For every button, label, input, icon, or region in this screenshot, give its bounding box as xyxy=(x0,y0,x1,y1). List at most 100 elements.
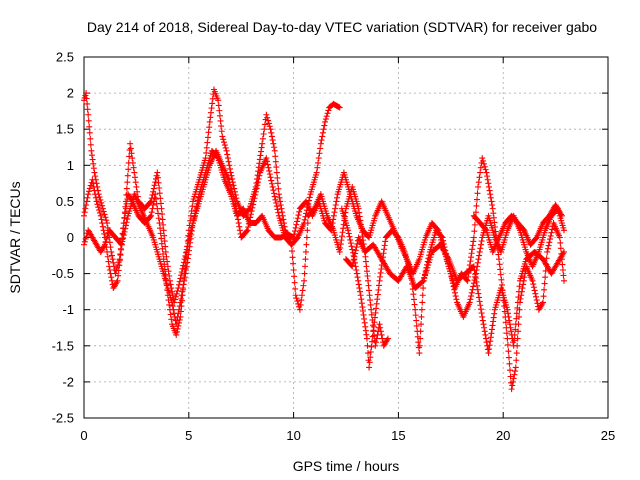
data-point xyxy=(256,156,263,163)
data-point xyxy=(415,339,422,346)
x-axis-title: GPS time / hours xyxy=(293,458,400,474)
data-point xyxy=(250,198,257,205)
series-track-f xyxy=(470,202,565,255)
data-point xyxy=(83,202,90,209)
data-point xyxy=(87,141,94,148)
data-point xyxy=(511,371,518,378)
data-point xyxy=(513,357,520,364)
data-point xyxy=(470,280,477,287)
data-point xyxy=(294,215,301,222)
data-point xyxy=(179,285,186,292)
data-point xyxy=(541,286,548,293)
data-point xyxy=(189,203,196,210)
data-point xyxy=(265,117,272,124)
axis-ticks: 0 5 10 15 20 25 -2.5 -2 -1.5 -1 -0.5 0 0.5 1 1.5 2 2.5 xyxy=(52,50,616,444)
data-point xyxy=(371,314,378,321)
data-point xyxy=(506,321,513,328)
data-point xyxy=(83,90,90,97)
data-point xyxy=(85,117,92,124)
data-point xyxy=(425,259,432,266)
data-point xyxy=(90,165,97,172)
data-point xyxy=(264,114,271,121)
data-point xyxy=(206,124,213,131)
data-point xyxy=(469,242,476,249)
data-point xyxy=(174,287,181,294)
data-point xyxy=(384,337,391,344)
y-tick-label: 1 xyxy=(67,158,74,173)
data-point xyxy=(108,274,115,281)
data-point xyxy=(479,317,486,324)
data-point xyxy=(89,176,96,183)
data-point xyxy=(542,274,549,281)
data-point xyxy=(170,306,177,313)
data-point xyxy=(319,129,326,136)
data-point xyxy=(252,188,259,195)
data-point xyxy=(90,180,97,187)
data-point xyxy=(478,238,485,245)
data-point xyxy=(271,144,278,151)
data-point xyxy=(377,269,384,276)
data-point xyxy=(163,253,170,260)
data-point xyxy=(267,126,274,133)
data-point xyxy=(510,342,517,349)
data-point xyxy=(354,240,361,247)
data-point xyxy=(505,310,512,317)
data-point xyxy=(474,259,481,266)
data-point xyxy=(173,317,180,324)
data-point xyxy=(164,258,171,265)
data-point xyxy=(496,256,503,263)
data-point xyxy=(315,155,322,162)
data-point xyxy=(514,304,521,311)
data-point xyxy=(106,266,113,273)
data-point xyxy=(259,140,266,147)
data-point xyxy=(216,107,223,114)
data-point xyxy=(472,209,479,216)
data-point xyxy=(412,306,419,313)
y-tick-label: -1.5 xyxy=(52,338,74,353)
data-point xyxy=(304,227,311,234)
data-point xyxy=(214,154,221,161)
data-point xyxy=(178,292,185,299)
data-point xyxy=(512,368,519,375)
data-point xyxy=(444,254,451,261)
data-point xyxy=(203,144,210,151)
data-point xyxy=(424,264,431,271)
data-point xyxy=(85,191,92,198)
data-point xyxy=(514,299,521,306)
data-point xyxy=(471,221,478,228)
data-point xyxy=(132,174,138,181)
data-point xyxy=(120,235,127,242)
data-point xyxy=(187,239,194,246)
data-point xyxy=(512,364,519,371)
data-point xyxy=(474,286,481,293)
data-point xyxy=(86,188,93,195)
data-point xyxy=(236,227,243,234)
data-point xyxy=(231,185,238,192)
data-point xyxy=(149,191,156,198)
series-track-c xyxy=(81,147,567,328)
data-point xyxy=(292,228,298,235)
data-point xyxy=(362,323,369,330)
data-point xyxy=(510,375,517,382)
data-point xyxy=(209,95,216,102)
data-point xyxy=(169,288,176,295)
data-point xyxy=(557,245,564,252)
data-point xyxy=(190,216,197,223)
y-tick-label: 2.5 xyxy=(56,50,74,65)
data-point xyxy=(178,269,185,275)
data-point xyxy=(487,191,494,198)
data-point xyxy=(509,378,516,385)
data-point xyxy=(161,238,168,245)
data-point xyxy=(351,253,358,260)
data-point xyxy=(359,304,366,311)
data-point xyxy=(508,328,515,335)
data-point xyxy=(470,234,477,241)
data-point xyxy=(468,289,475,296)
data-point xyxy=(173,328,180,335)
data-point xyxy=(225,158,232,165)
data-point xyxy=(162,243,169,250)
data-point xyxy=(556,234,563,241)
data-point xyxy=(288,241,295,248)
data-point xyxy=(97,196,104,203)
data-point xyxy=(378,266,385,273)
